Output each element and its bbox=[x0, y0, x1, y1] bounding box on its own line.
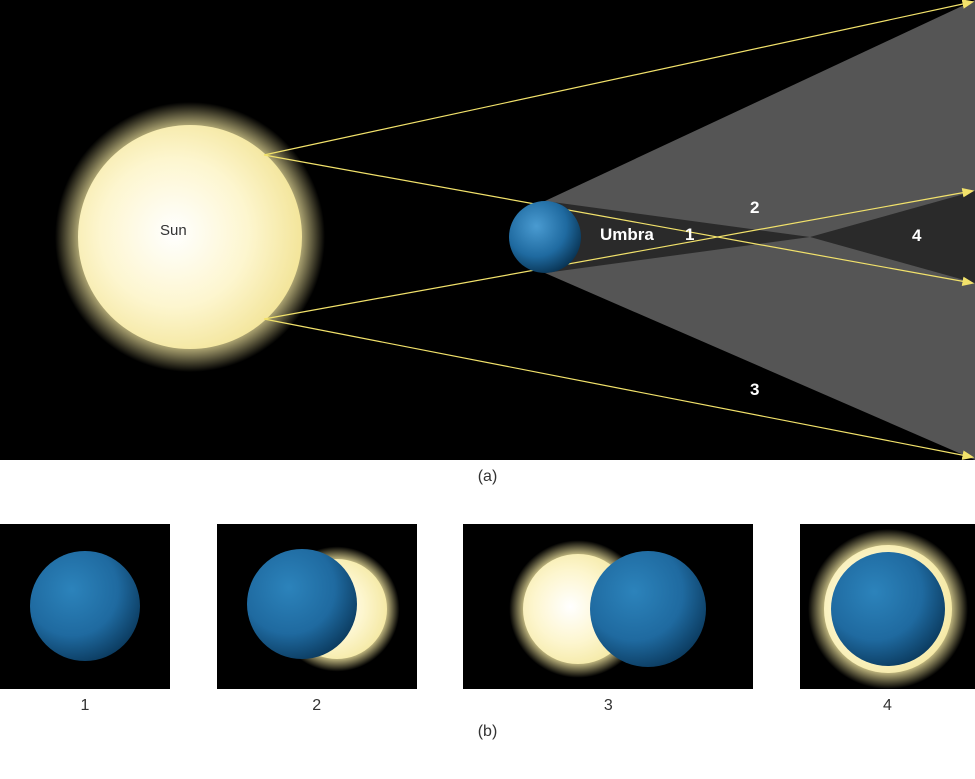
caption-a: (a) bbox=[0, 460, 975, 494]
panel-wrapper-4: 4 bbox=[800, 524, 975, 715]
moon-body bbox=[509, 201, 581, 273]
sun-label: Sun bbox=[160, 222, 187, 239]
panel-wrapper-1: 1 bbox=[0, 524, 170, 715]
panel-wrapper-3: 3 bbox=[463, 524, 753, 715]
sun-body bbox=[78, 125, 302, 349]
region-4-label: 4 bbox=[912, 226, 922, 245]
panel-label-3: 3 bbox=[604, 689, 613, 715]
view-panel-3 bbox=[463, 524, 753, 689]
view-panel-1 bbox=[0, 524, 170, 689]
view-panel-4 bbox=[800, 524, 975, 689]
panel-label-2: 2 bbox=[312, 689, 321, 715]
moon-icon bbox=[30, 551, 140, 661]
region-3-label: 3 bbox=[750, 380, 759, 399]
main-shadow-diagram: Sun Umbra 1 2 3 4 bbox=[0, 0, 975, 460]
region-1-label: 1 bbox=[685, 225, 694, 244]
bottom-views-row: 1 2 3 4 bbox=[0, 494, 975, 715]
caption-b: (b) bbox=[0, 715, 975, 749]
moon-icon bbox=[590, 551, 706, 667]
panel-wrapper-2: 2 bbox=[217, 524, 417, 715]
region-2-label: 2 bbox=[750, 198, 759, 217]
main-svg: Sun Umbra 1 2 3 4 bbox=[0, 0, 975, 460]
view-panel-2 bbox=[217, 524, 417, 689]
panel-label-4: 4 bbox=[883, 689, 892, 715]
moon-icon bbox=[247, 549, 357, 659]
umbra-label: Umbra bbox=[600, 225, 654, 244]
moon-icon bbox=[831, 552, 945, 666]
panel-label-1: 1 bbox=[81, 689, 90, 715]
